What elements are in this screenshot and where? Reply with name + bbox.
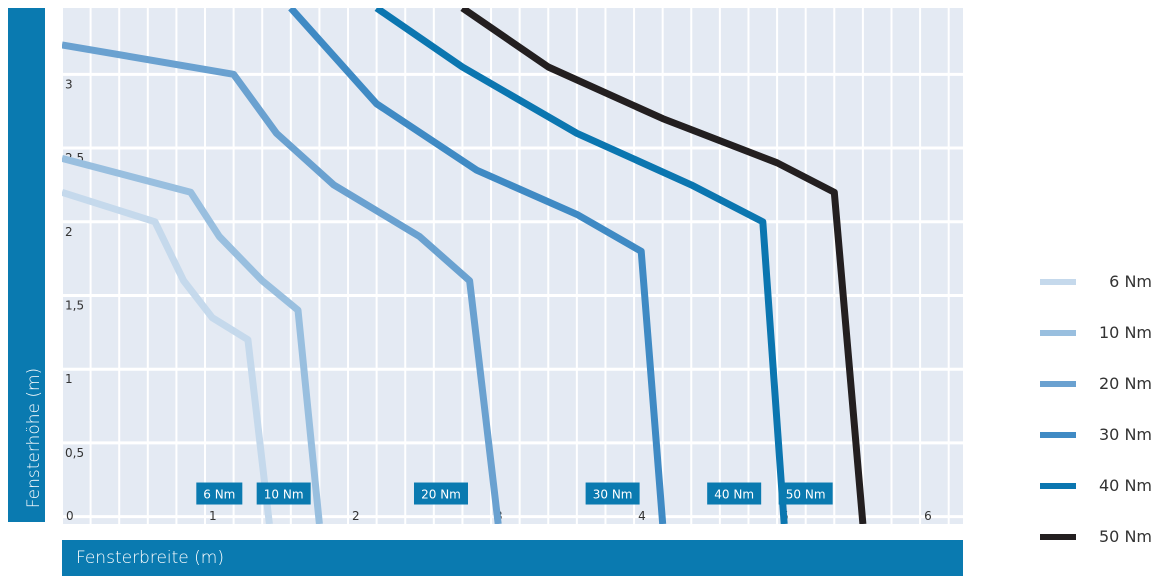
x-axis-label: Fensterbreite (m) [76,548,224,568]
legend-item: 20 Nm [1040,358,1152,409]
legend-swatch [1040,380,1076,387]
x-axis-band: Fensterbreite (m) [62,540,963,576]
legend-swatch [1040,482,1076,489]
series-line [62,155,323,524]
plot-background [62,8,963,524]
series-label-box [778,482,833,505]
legend-label: 50 Nm [1099,527,1152,546]
legend-swatch [1040,278,1076,285]
series-label-text: 20 Nm [421,488,461,502]
legend-label: 20 Nm [1099,374,1152,393]
legend-label: 6 Nm [1109,272,1152,291]
series-label-box [413,482,468,505]
legend-item: 50 Nm [1040,511,1152,562]
legend-item: 6 Nm [1040,256,1152,307]
y-tick-label: 0,5 [65,446,84,460]
legend-item: 40 Nm [1040,460,1152,511]
legend-label: 40 Nm [1099,476,1152,495]
x-tick-label: 6 [924,509,932,523]
x-tick-label: 0 [66,509,74,523]
series-line [288,8,667,524]
series-label-box [707,482,762,505]
legend-label: 30 Nm [1099,425,1152,444]
legend-swatch [1040,533,1076,540]
series-line [62,188,273,524]
series-label-text: 30 Nm [593,488,633,502]
series-label-text: 10 Nm [264,488,304,502]
x-tick-label: 2 [352,509,360,523]
series-label-box [256,482,311,505]
legend-label: 10 Nm [1099,323,1152,342]
x-tick-label: 1 [209,509,217,523]
series-label-box [585,482,640,505]
x-tick-label: 4 [638,509,646,523]
series-label-text: 6 Nm [203,488,235,502]
y-tick-label: 2 [65,225,73,239]
legend-item: 30 Nm [1040,409,1152,460]
y-tick-label: 1,5 [65,298,84,312]
series-line [460,8,867,524]
legend-item: 10 Nm [1040,307,1152,358]
y-tick-label: 1 [65,372,73,386]
legend-swatch [1040,431,1076,438]
y-axis-band: Fensterhöhe (m) [8,8,45,522]
series-line [62,41,502,524]
legend: 6 Nm 10 Nm 20 Nm 30 Nm 40 Nm 50 Nm [1040,256,1152,562]
series-line [374,8,788,524]
series-label-box [196,482,243,505]
series-label-text: 40 Nm [714,488,754,502]
y-axis-label: Fensterhöhe (m) [24,367,44,509]
legend-swatch [1040,329,1076,336]
series-label-text: 50 Nm [786,488,826,502]
y-tick-label: 3 [65,77,73,91]
chart-plot: 0,511,522,530 1 2 3 4 5 66 Nm 10 Nm 20 Nm 30 Nm 40… [62,8,963,524]
